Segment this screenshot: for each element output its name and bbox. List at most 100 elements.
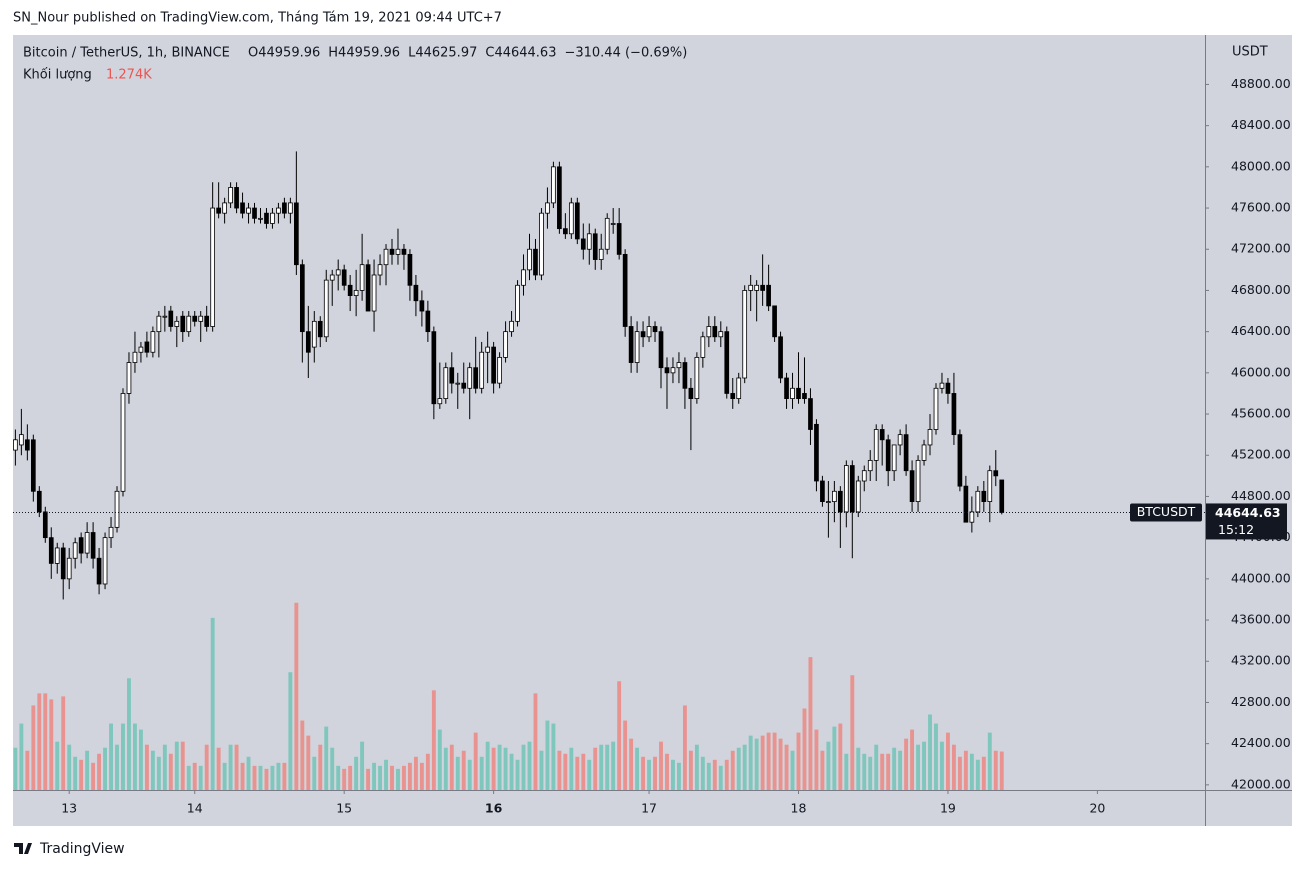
candle-body xyxy=(401,248,407,255)
candle-body xyxy=(592,233,598,260)
volume-value: 1.274K xyxy=(106,68,152,83)
candle-body xyxy=(264,212,269,224)
volume-bar xyxy=(772,732,777,790)
candle-body xyxy=(156,315,162,333)
currency-bg xyxy=(1224,40,1276,60)
legend-value: 44959.96 xyxy=(338,46,400,61)
candle-body xyxy=(861,470,867,482)
volume-bar xyxy=(748,735,753,790)
price-label: 44644.63 xyxy=(1215,505,1281,520)
candle-body xyxy=(915,459,921,502)
candle-body xyxy=(622,253,628,327)
volume-bar xyxy=(443,747,448,790)
candle-body xyxy=(150,331,156,353)
candle-body xyxy=(317,320,323,338)
volume-bar xyxy=(449,744,454,790)
volume-bar xyxy=(174,741,179,790)
candle-body xyxy=(19,434,24,446)
candle-body xyxy=(108,526,114,539)
y-tick-label: 45200.00 xyxy=(1231,447,1291,462)
volume-bar xyxy=(814,729,819,790)
candle-body xyxy=(503,331,508,358)
candle-body xyxy=(604,217,610,250)
volume-bar xyxy=(916,744,921,790)
volume-bar xyxy=(312,756,317,790)
candle-body xyxy=(114,490,120,528)
legend-key: H xyxy=(328,46,338,61)
volume-bar xyxy=(61,696,66,790)
candle-body xyxy=(72,542,78,559)
volume-bar xyxy=(437,729,442,790)
candle-body xyxy=(676,362,682,369)
volume-bar xyxy=(724,759,729,790)
y-tick-label: 42800.00 xyxy=(1231,694,1291,709)
volume-bar xyxy=(940,741,944,790)
candle-body xyxy=(778,336,783,379)
volume-bar xyxy=(360,741,365,790)
candle-body xyxy=(867,459,873,472)
volume-bar xyxy=(892,747,897,790)
legend-value: 44625.97 xyxy=(415,46,477,61)
volume-bar xyxy=(276,762,281,790)
candle-body xyxy=(174,320,180,327)
candle-body xyxy=(724,331,730,394)
candle-body xyxy=(383,248,389,266)
legend-key: C xyxy=(485,46,494,61)
volume-bar xyxy=(910,729,915,790)
candle-body xyxy=(551,166,556,204)
volume-bar xyxy=(820,750,825,790)
candle-body xyxy=(222,202,227,214)
candle-body xyxy=(78,537,84,554)
volume-bar xyxy=(934,723,938,790)
volume-bar xyxy=(605,744,610,790)
volume-bar xyxy=(479,756,484,790)
candle-body xyxy=(425,310,431,333)
candle-body xyxy=(371,274,377,312)
volume-bar xyxy=(760,735,765,790)
candle-body xyxy=(563,228,568,235)
candle-body xyxy=(634,331,640,363)
candle-body xyxy=(90,532,96,559)
volume-bar xyxy=(503,747,508,790)
volume-bar xyxy=(730,750,735,790)
volume-bar xyxy=(264,768,269,790)
volume-bar xyxy=(515,759,520,790)
candle-body xyxy=(640,331,646,338)
candle-body xyxy=(144,341,150,353)
candle-body xyxy=(461,382,467,389)
volume-bar xyxy=(957,756,962,790)
tradingview-logo: TradingView xyxy=(14,841,125,857)
candle-body xyxy=(491,346,496,384)
candle-body xyxy=(48,537,54,564)
candle-body xyxy=(951,393,957,436)
volume-bar xyxy=(37,693,42,790)
volume-bar xyxy=(880,753,885,790)
candle-body xyxy=(969,511,975,523)
candle-body xyxy=(282,202,287,214)
candle-body xyxy=(730,393,736,399)
candle-body xyxy=(808,398,813,430)
candle-body xyxy=(838,490,843,513)
candle-body xyxy=(527,248,532,271)
candle-body xyxy=(323,279,329,338)
volume-bar xyxy=(778,738,783,790)
volume-bar xyxy=(838,723,843,790)
candle-body xyxy=(13,439,18,451)
candle-body xyxy=(718,331,724,338)
candle-body xyxy=(25,439,30,451)
volume-bar xyxy=(790,750,795,790)
volume-bar xyxy=(97,753,102,790)
volume-bar xyxy=(109,723,113,790)
y-tick-label: 44800.00 xyxy=(1231,488,1291,503)
candle-body xyxy=(652,326,658,333)
candle-body xyxy=(610,223,616,225)
volume-bar xyxy=(545,720,550,790)
candle-body xyxy=(784,377,789,399)
volume-bar xyxy=(413,756,418,790)
volume-bar xyxy=(467,759,472,790)
candle-body xyxy=(54,547,60,564)
volume-bar xyxy=(13,747,18,790)
candle-body xyxy=(479,351,485,389)
volume-bar xyxy=(844,753,849,790)
